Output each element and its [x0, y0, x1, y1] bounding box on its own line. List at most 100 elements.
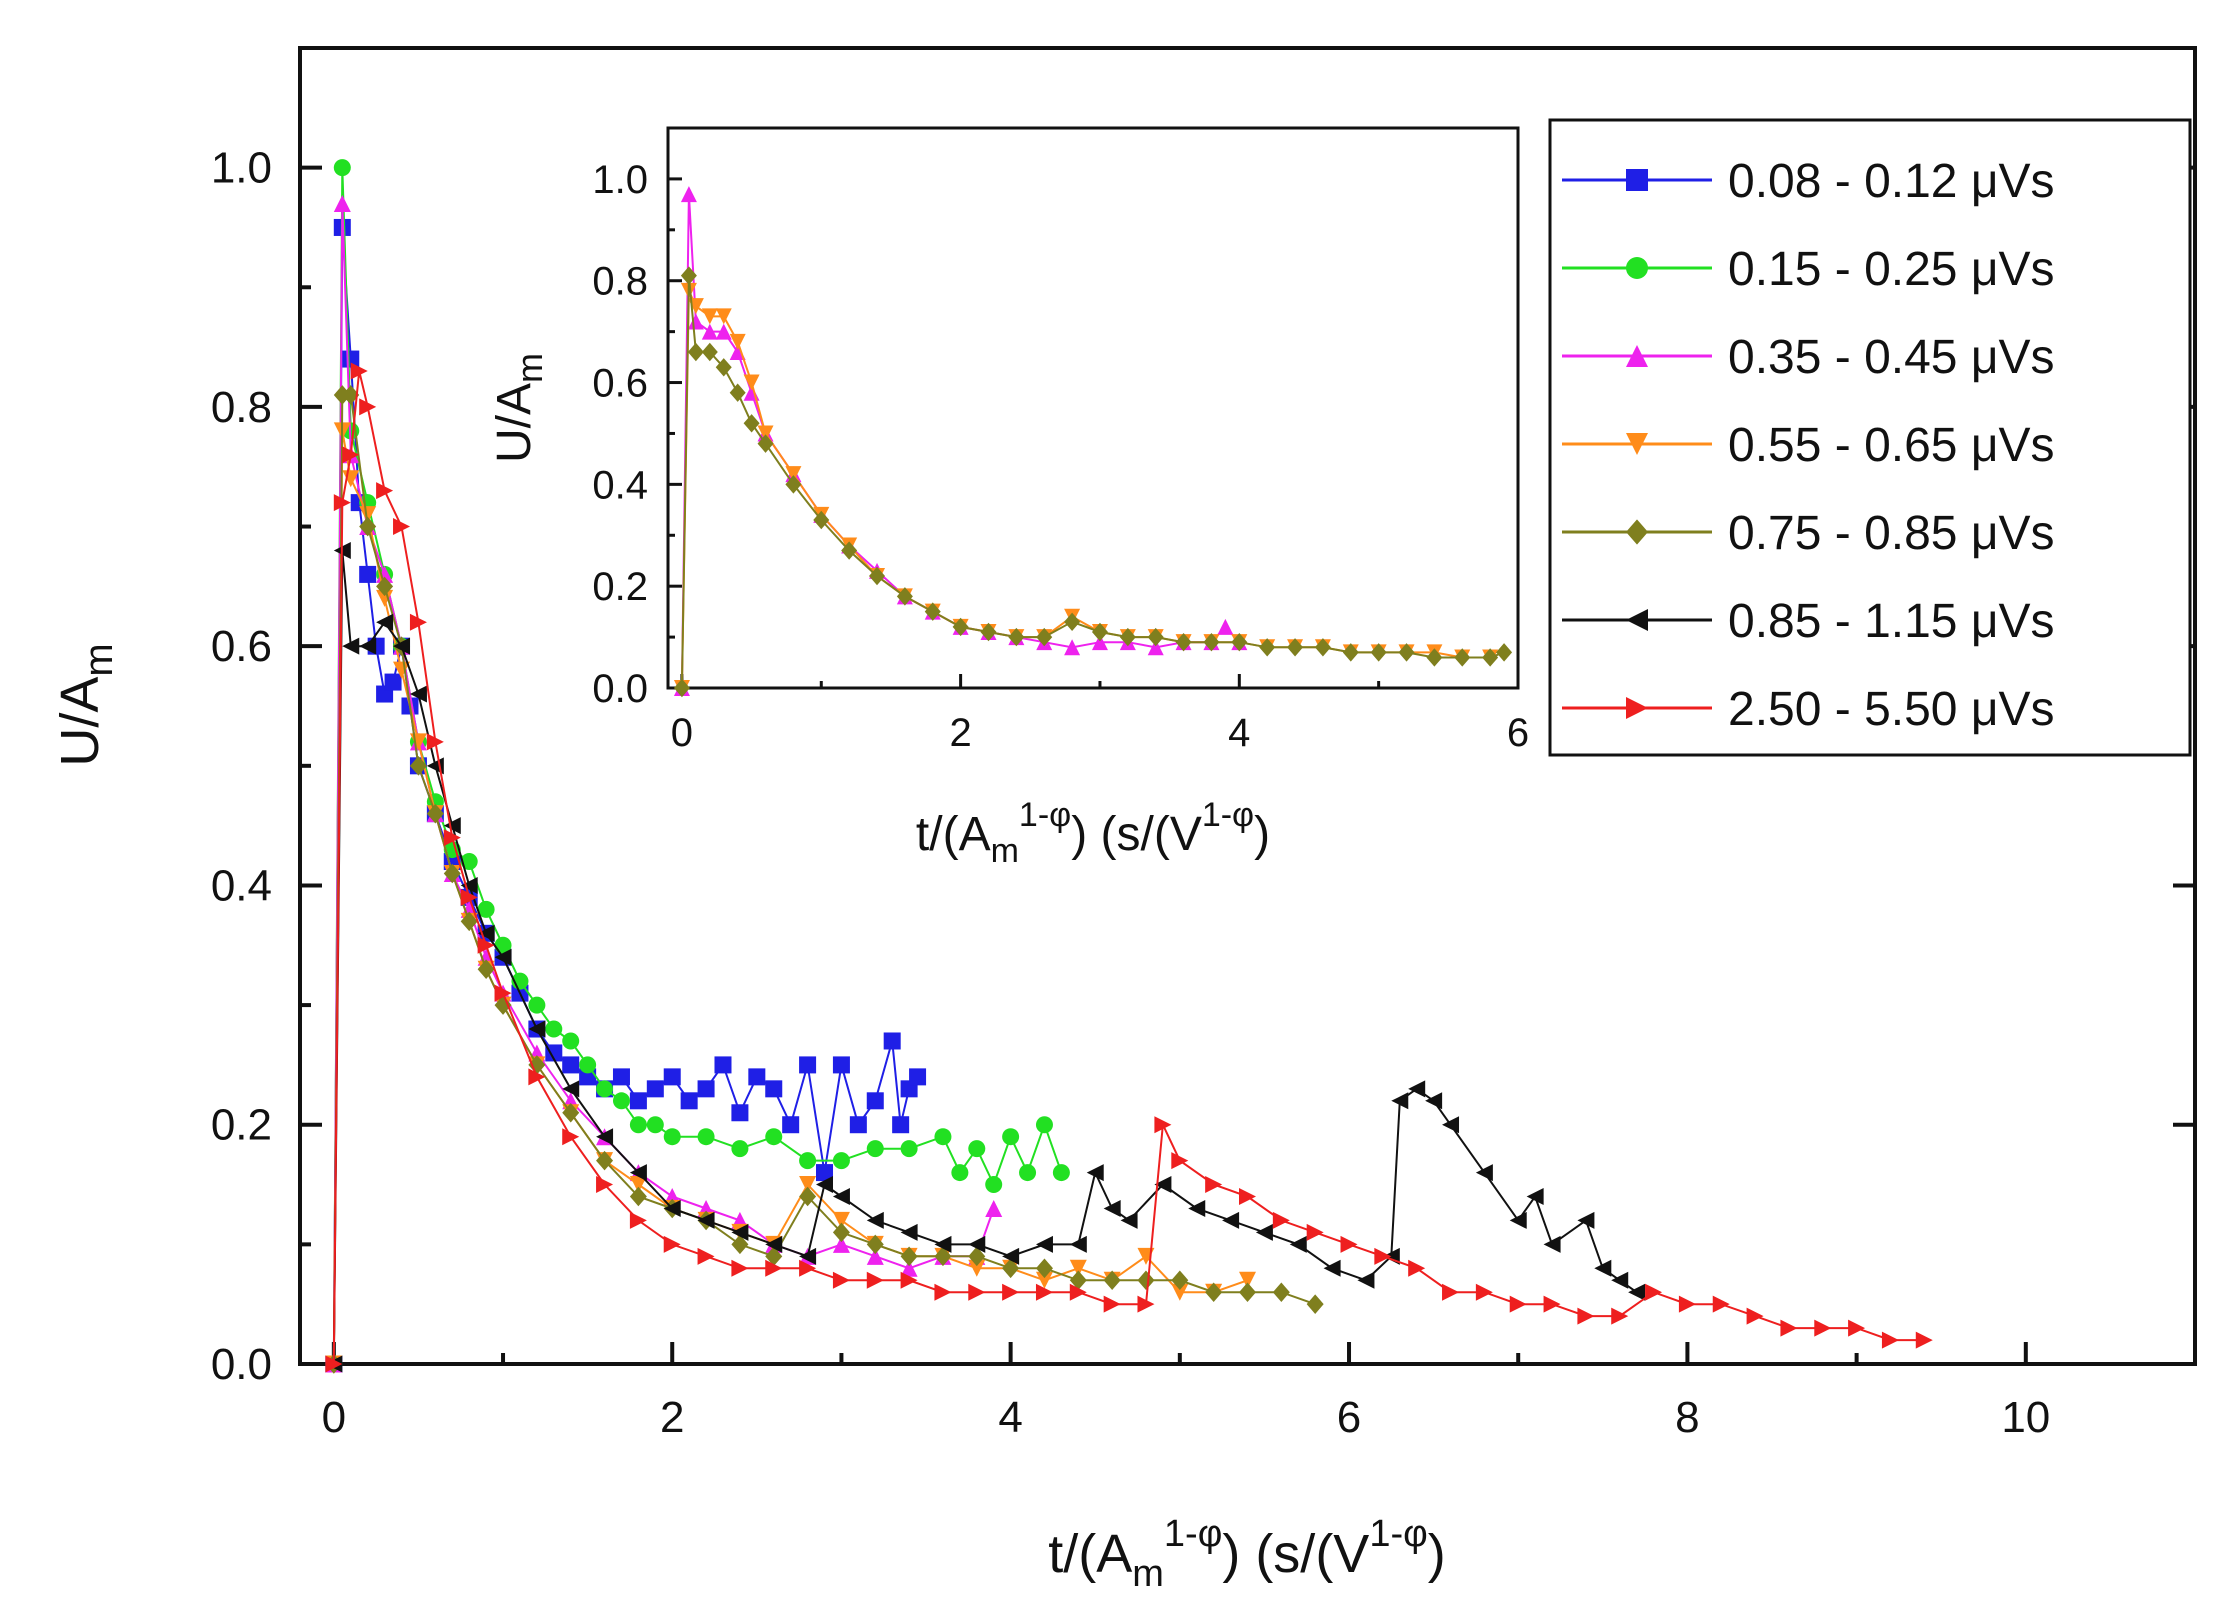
main-data-point [697, 1247, 715, 1265]
inset-y-tick-label: 1.0 [592, 158, 648, 202]
main-data-point [697, 1211, 715, 1229]
inset-data-point [1454, 648, 1471, 667]
inset-y-tick-label: 0.0 [592, 667, 648, 711]
main-data-point [1543, 1295, 1561, 1313]
inset-data-point [1370, 643, 1387, 662]
main-data-point [1222, 1211, 1240, 1229]
main-data-point [951, 1164, 969, 1182]
main-data-point [680, 1092, 698, 1110]
main-data-point [342, 446, 360, 464]
inset-data-point [757, 425, 774, 442]
main-data-point [765, 1080, 783, 1098]
main-data-point [376, 613, 394, 631]
main-data-point [629, 1092, 647, 1110]
legend-entry: 0.35 - 0.45 μVs [1562, 331, 2055, 384]
main-data-point [731, 1234, 749, 1255]
inset-data-point [715, 308, 732, 325]
main-data-point [731, 1259, 749, 1277]
inset-data-point [785, 466, 802, 483]
legend-label: 0.08 - 0.12 μVs [1728, 155, 2055, 208]
legend-label: 2.50 - 5.50 μVs [1728, 683, 2055, 736]
main-data-point [477, 959, 495, 979]
main-x-tick-label: 10 [2001, 1393, 2050, 1442]
main-data-point [1306, 1223, 1324, 1241]
main-data-point [1289, 1235, 1307, 1253]
legend: 0.08 - 0.12 μVs 0.15 - 0.25 μVs 0.35 - 0.4… [1548, 118, 2192, 757]
inset-chart: 0 2 4 60.00.20.40.60.81.0 t/(Am1-φ) (s/(V1-… [488, 126, 1529, 870]
main-data-point [1069, 1235, 1087, 1253]
main-data-point [1746, 1307, 1764, 1325]
main-data-point [325, 1355, 343, 1373]
main-data-point [1848, 1319, 1866, 1337]
inset-data-point [924, 602, 941, 621]
main-x-title-end: ) [1428, 1524, 1446, 1584]
inset-data-point [1036, 627, 1053, 647]
inset-data-point [952, 617, 969, 637]
main-data-point [1509, 1211, 1527, 1229]
main-data-point [1881, 1331, 1899, 1349]
main-data-point [1188, 1199, 1206, 1217]
main-data-point [663, 1128, 681, 1146]
main-y-title-base: U/A [50, 677, 110, 767]
inset-data-point [1496, 643, 1513, 662]
main-data-point [1120, 1211, 1138, 1229]
main-data-point [731, 1104, 749, 1122]
legend-entry: 2.50 - 5.50 μVs [1562, 683, 2055, 736]
main-data-point [629, 1176, 647, 1194]
main-data-point [866, 1271, 884, 1289]
main-data-point [359, 516, 377, 537]
main-data-point [832, 1271, 850, 1289]
main-data-point [1712, 1295, 1730, 1313]
inset-data-point [1231, 632, 1248, 652]
main-x-title-base: t/(A [1048, 1524, 1132, 1584]
inset-data-point [1426, 648, 1443, 667]
main-data-point [1002, 1258, 1020, 1279]
inset-data-point [785, 475, 802, 494]
main-data-point [1137, 1270, 1155, 1291]
inset-data-point [1259, 638, 1276, 657]
main-data-point [460, 876, 478, 894]
main-data-point [333, 195, 351, 213]
main-y-tick-label: 0.8 [211, 383, 272, 432]
main-data-point [1239, 1188, 1256, 1206]
main-x-tick-label: 2 [660, 1393, 684, 1442]
main-data-point [1103, 1295, 1121, 1313]
main-data-point [968, 1246, 986, 1267]
main-data-point [832, 1152, 850, 1170]
main-data-point [350, 362, 368, 380]
main-data-point [460, 888, 478, 906]
main-data-point [1628, 1283, 1646, 1301]
main-data-point [612, 1092, 630, 1110]
main-data-point [460, 853, 478, 871]
main-data-point [697, 1080, 715, 1098]
inset-data-point [1342, 643, 1359, 662]
main-data-point [1052, 1164, 1070, 1182]
main-data-point [596, 1176, 614, 1194]
main-data-point [1255, 1223, 1273, 1241]
main-data-point [866, 1247, 884, 1265]
main-data-point [1577, 1307, 1595, 1325]
legend-entry: 0.85 - 1.15 μVs [1562, 595, 2055, 648]
main-data-point [832, 1235, 850, 1253]
inset-data-point [673, 678, 690, 698]
inset-x-tick-label: 2 [949, 711, 971, 755]
main-data-point [832, 1211, 850, 1229]
main-data-point [1678, 1295, 1696, 1313]
main-data-point [426, 733, 444, 751]
main-data-point [1171, 1283, 1189, 1301]
legend-label: 0.35 - 0.45 μVs [1728, 331, 2055, 384]
inset-data-point [743, 414, 760, 433]
main-data-point [934, 1283, 952, 1301]
main-y-tick-label: 0.6 [211, 622, 272, 671]
main-data-point [443, 829, 461, 847]
main-data-point [629, 1211, 647, 1229]
legend-label: 0.85 - 1.15 μVs [1728, 595, 2055, 648]
main-data-point [443, 863, 461, 884]
main-data-point [1272, 1211, 1290, 1229]
main-data-point [359, 637, 377, 655]
main-data-point [359, 398, 377, 416]
main-data-point [832, 1056, 850, 1074]
main-data-point [799, 1056, 817, 1074]
main-data-point [1035, 1116, 1053, 1134]
